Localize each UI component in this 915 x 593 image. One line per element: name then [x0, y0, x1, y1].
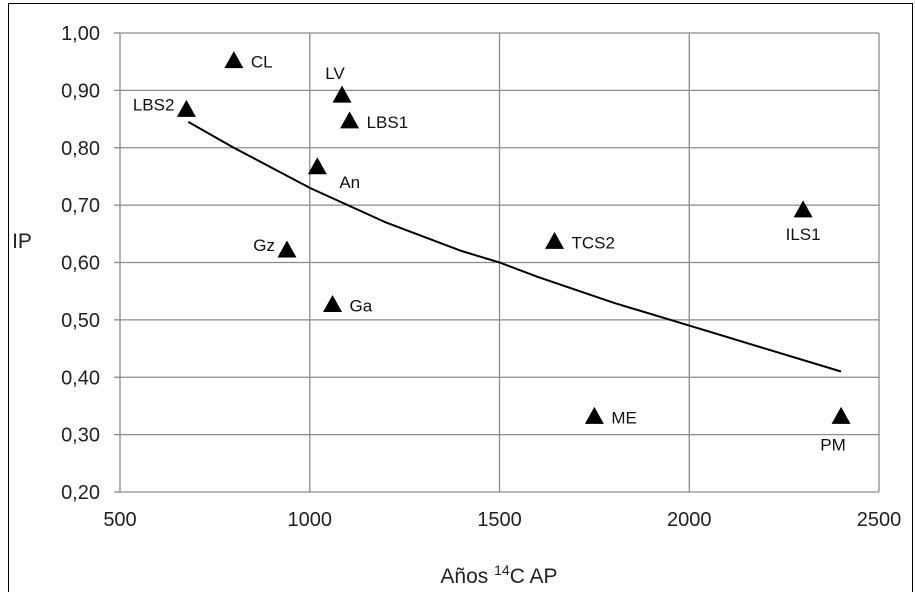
point-label: ME: [611, 408, 637, 427]
point-label: LBS2: [133, 95, 175, 114]
trendline-layer: [187, 121, 842, 373]
x-tick-label: 1500: [477, 509, 522, 531]
y-tick-label: 0,60: [61, 253, 100, 275]
x-axis-title-pre: Años: [440, 565, 494, 588]
y-tick-label: 1,00: [61, 23, 100, 45]
x-tick-label: 2500: [857, 509, 902, 531]
point-label: An: [339, 173, 360, 192]
data-point-ils1: [793, 200, 813, 218]
data-point-lv: [332, 85, 352, 103]
y-tick-label: 0,70: [61, 195, 100, 217]
data-point-tcs2: [545, 231, 565, 249]
y-tick-label: 0,20: [61, 482, 100, 504]
x-tick-label: 1000: [288, 509, 333, 531]
point-label: ILS1: [786, 225, 821, 244]
y-tick-label: 0,30: [61, 425, 100, 447]
x-tick-label: 2000: [667, 509, 712, 531]
point-label: LBS1: [367, 113, 409, 132]
y-axis-title: IP: [12, 230, 32, 253]
x-axis-title: Años 14C AP: [440, 562, 557, 588]
data-point-lbs2: [176, 99, 196, 117]
point-label: Ga: [350, 297, 373, 316]
point-label: CL: [251, 53, 273, 72]
point-label: TCS2: [572, 233, 615, 252]
axes: 0,20 0,30 0,40 0,50 0,60 0,70 0,80 0,90 1,00 500 1…: [61, 23, 901, 531]
point-label: PM: [820, 435, 846, 454]
data-point-pm: [831, 406, 851, 424]
y-tick-label: 0,80: [61, 138, 100, 160]
x-axis-title-sup: 14: [494, 562, 510, 578]
data-point-cl: [224, 51, 244, 69]
y-tick-label: 0,50: [61, 310, 100, 332]
y-tick-label: 0,90: [61, 80, 100, 102]
chart-frame: [8, 3, 913, 592]
x-axis-title-post: C AP: [510, 565, 558, 588]
data-point-me: [584, 406, 604, 424]
trendline: [187, 121, 842, 373]
x-tick-label: 500: [103, 509, 136, 531]
point-label: LV: [325, 64, 345, 83]
point-label: Gz: [253, 236, 275, 255]
points-layer: CL LV LBS2 LBS1 An Gz Ga TCS2 ILS1 ME PM: [133, 51, 851, 454]
data-point-lbs1: [340, 111, 360, 129]
y-tick-label: 0,40: [61, 367, 100, 389]
data-point-ga: [323, 294, 343, 312]
data-point-an: [307, 157, 327, 175]
data-point-gz: [277, 240, 297, 258]
